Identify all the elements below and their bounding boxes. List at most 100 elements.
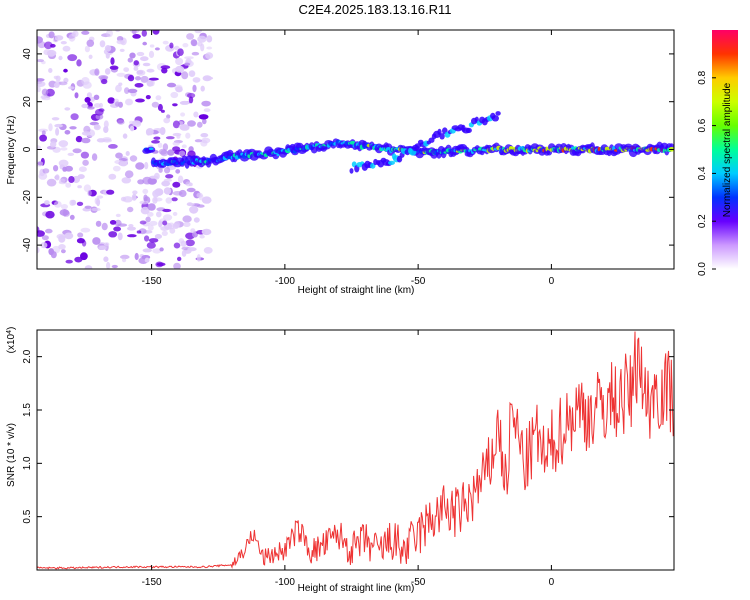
noise-blob (106, 189, 115, 195)
noise-blob (159, 247, 164, 252)
noise-blob (53, 200, 62, 208)
noise-blob (201, 196, 212, 204)
noise-blob (72, 175, 80, 184)
snr-x-ticks: -150 -100 -50 0 (142, 330, 555, 588)
colorbar-tick-label: 0.8 (697, 70, 708, 84)
noise-blob (50, 141, 57, 148)
noise-blob (63, 68, 68, 73)
spectrogram-y-tick-label: -20 (22, 190, 33, 205)
snr-y-axis-label: SNR (10 * v/v) (6, 423, 17, 487)
spectrogram-y-tick-label: 40 (22, 48, 33, 60)
noise-blob (53, 165, 59, 172)
noise-blob (60, 147, 68, 151)
noise-blob (51, 117, 60, 121)
noise-blob (147, 211, 154, 217)
noise-blob (136, 51, 145, 57)
noise-blob (179, 100, 190, 105)
chart-title: C2E4.2025.183.13.16.R11 (298, 2, 452, 17)
noise-blob (127, 57, 133, 63)
noise-blob (135, 98, 145, 103)
noise-blob (193, 217, 200, 223)
noise-blob (201, 228, 212, 236)
snr-series-line (37, 331, 674, 570)
noise-blob (69, 214, 75, 220)
noise-blob (187, 247, 197, 252)
secondary-band (349, 111, 501, 174)
noise-blob (64, 232, 74, 240)
spectrogram-y-ticks: -40 -20 0 20 40 (22, 48, 674, 252)
noise-blob (64, 107, 71, 111)
snr-y-tick-label: 1.0 (22, 456, 33, 470)
noise-blob (37, 41, 46, 49)
noise-blob (88, 54, 93, 59)
noise-blob (165, 174, 174, 179)
noise-blob (203, 108, 211, 112)
noise-blob (129, 155, 138, 162)
noise-blob (62, 45, 71, 52)
noise-blob (139, 220, 147, 225)
noise-blob (91, 207, 101, 212)
noise-blob (198, 114, 209, 120)
noise-blob (37, 145, 42, 150)
noise-blob (37, 59, 44, 63)
noise-blob (81, 131, 91, 136)
noise-blob (87, 190, 92, 197)
noise-blob (146, 128, 154, 136)
snr-y-scale-note: (x104) (6, 327, 18, 354)
noise-blob (205, 52, 214, 59)
noise-blob (146, 242, 156, 249)
secondary-blob (437, 128, 442, 135)
spectrogram-x-tick-label: -150 (142, 276, 162, 287)
noise-blob (146, 80, 154, 87)
noise-blob (148, 77, 159, 81)
noise-blob (98, 245, 107, 250)
noise-blob (84, 265, 93, 269)
noise-blob (177, 48, 184, 56)
colorbar-tick-label: 0.0 (697, 262, 708, 276)
noise-blob (111, 264, 118, 269)
spectrogram-panel: -150 -100 -50 0 -40 -20 0 20 40 Height of strai… (6, 29, 675, 296)
noise-blob (54, 123, 63, 128)
noise-blob (165, 136, 175, 140)
noise-blob (99, 40, 106, 48)
noise-blob (81, 137, 91, 144)
snr-panel: -150 -100 -50 0 0.5 1.0 1.5 2.0 Height of stra… (6, 327, 675, 594)
snr-y-tick-label: 1.5 (22, 403, 33, 417)
noise-blob (101, 78, 108, 85)
noise-blob (82, 81, 92, 89)
noise-blob (58, 55, 63, 61)
noise-blob (161, 230, 168, 236)
noise-blob (154, 234, 162, 239)
spectrogram-x-axis-label: Height of straight line (km) (298, 285, 415, 296)
noise-blob (161, 180, 171, 187)
snr-x-axis-label: Height of straight line (km) (298, 583, 415, 594)
noise-blob (67, 54, 78, 62)
noise-blob (127, 74, 135, 82)
noise-blob (76, 201, 84, 206)
spectrogram-x-tick-label: -100 (275, 276, 295, 287)
noise-blob (148, 50, 155, 59)
noise-blob (163, 187, 172, 195)
noise-blob (56, 233, 66, 240)
noise-blob (185, 132, 191, 139)
noise-blob (71, 32, 76, 37)
noise-blob (139, 200, 149, 205)
noise-blob (200, 133, 209, 138)
spectrogram-y-tick-label: 0 (22, 146, 33, 152)
noise-blob (53, 82, 60, 88)
noise-blob (190, 39, 198, 47)
noise-blob (95, 108, 104, 116)
noise-blob (45, 228, 53, 234)
noise-blob (172, 211, 178, 216)
noise-blob (190, 228, 196, 234)
spectrogram-x-ticks: -150 -100 -50 0 (142, 30, 555, 287)
noise-blob (45, 88, 55, 97)
noise-blob (158, 167, 163, 173)
noise-blob (94, 68, 100, 76)
noise-blob (37, 78, 45, 82)
noise-blob (193, 111, 199, 118)
noise-blob (119, 48, 125, 53)
snr-x-tick-label: -150 (142, 577, 162, 588)
noise-blob (76, 59, 82, 67)
noise-blob (41, 235, 49, 241)
